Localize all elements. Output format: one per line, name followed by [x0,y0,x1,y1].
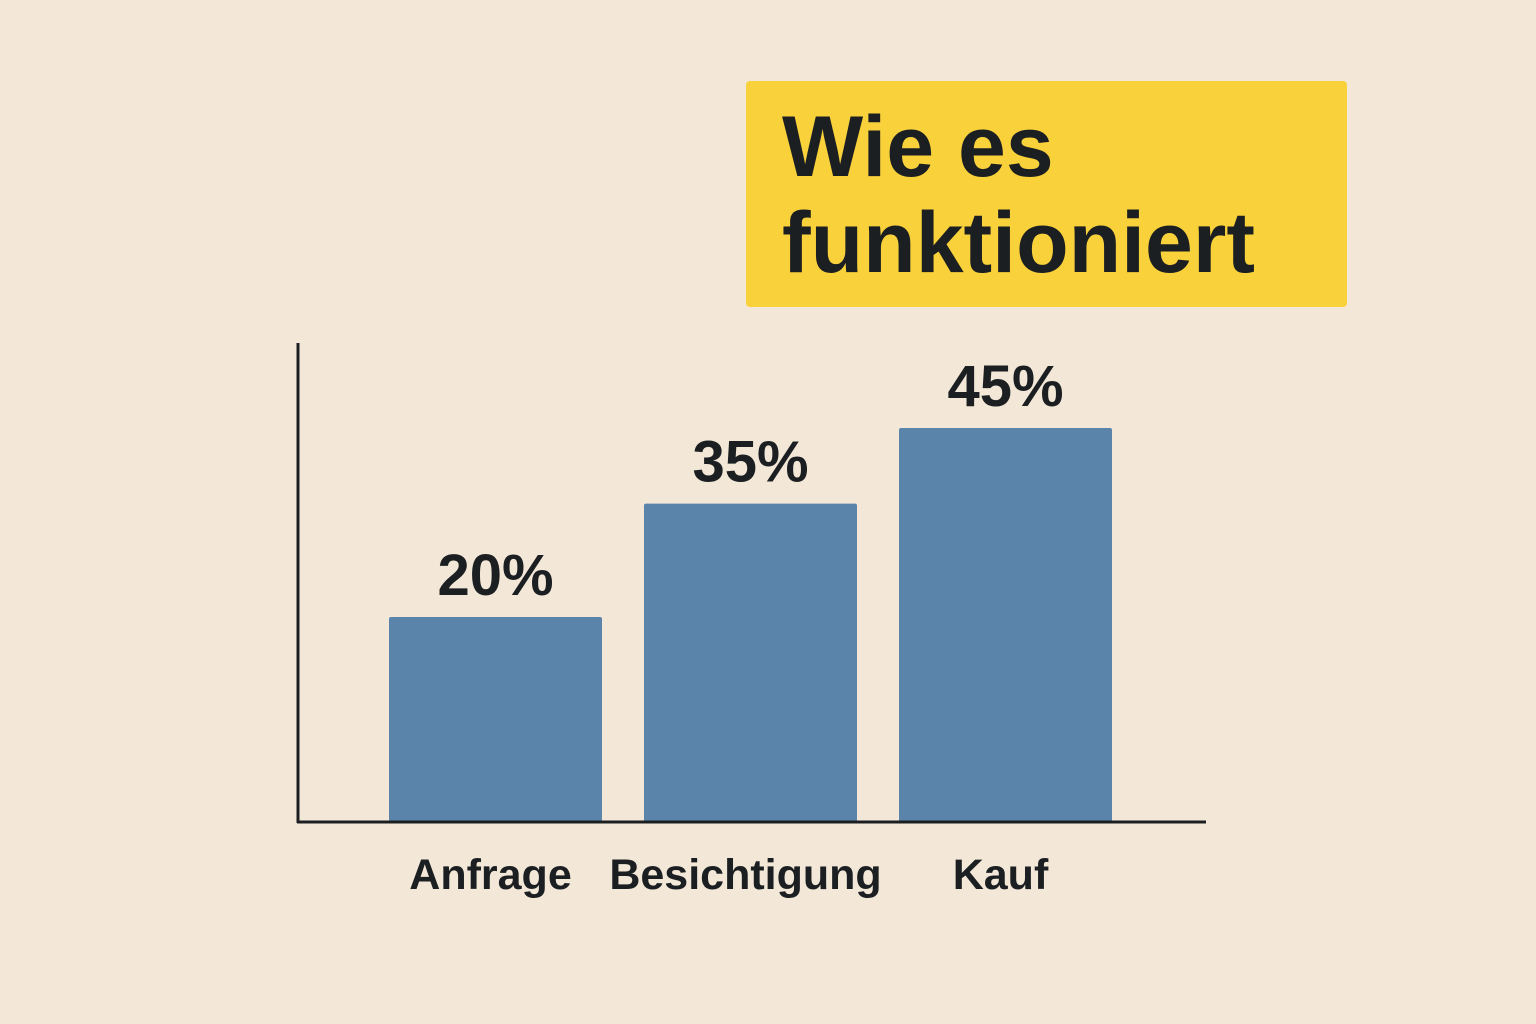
data-label-besichtigung: 35% [692,430,808,495]
data-label-kauf: 45% [947,354,1063,419]
data-labels-layer: 20% 35% 45% [437,354,1063,608]
bars-layer [389,428,1112,822]
data-label-anfrage: 20% [437,543,553,608]
category-label-anfrage: Anfrage [409,851,571,899]
category-labels-layer: Anfrage Besichtigung Kauf [409,851,1049,899]
chart-title: Wie es funktioniert [782,99,1255,291]
category-label-kauf: Kauf [953,851,1049,899]
title-box: Wie es funktioniert [746,81,1347,307]
bar-kauf [899,428,1112,822]
bar-besichtigung [644,503,857,822]
category-label-besichtigung: Besichtigung [609,851,881,899]
bar-anfrage [389,617,602,822]
